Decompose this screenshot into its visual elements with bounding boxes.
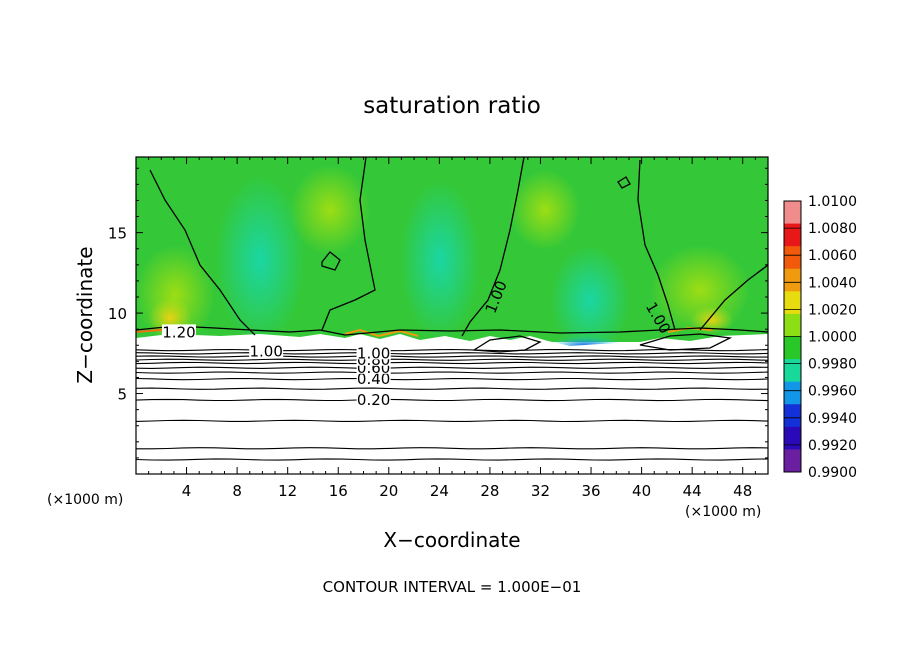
contour-upper-6 [321, 251, 341, 271]
stable-contour-3 [136, 398, 768, 402]
colorbar-swatch-5 [784, 313, 801, 337]
x-tick-label-5: 24 [430, 482, 449, 500]
upper-contours [136, 157, 768, 353]
x-tick-label-2: 12 [278, 482, 297, 500]
contour-upper-4 [637, 159, 676, 331]
colorbar-swatch-6 [784, 336, 801, 360]
colorbar-swatch-1 [784, 223, 801, 247]
contour-label-1: 0.40 [357, 370, 390, 388]
stable-contour-2 [136, 419, 768, 423]
orange-fringe-center [344, 328, 419, 338]
contour-upper-3 [461, 157, 525, 337]
x-tick-label-8: 36 [581, 482, 600, 500]
stable-contour-1 [136, 447, 768, 450]
stable-layer-contours [136, 348, 768, 461]
contour-upper-8 [471, 335, 542, 353]
y-tick-label-0: 5 [117, 386, 127, 404]
colorbar-label-4: 1.0020 [808, 302, 857, 318]
x-tick-label-4: 20 [379, 482, 398, 500]
x-tick-label-11: 48 [733, 482, 752, 500]
x-tick-label-6: 28 [480, 482, 499, 500]
colorbar: 1.0100 1.0080 1.0060 1.0040 1.0020 1.0000 0.99… [783, 194, 857, 481]
stable-contour-4 [136, 387, 768, 390]
colorbar-swatch-4 [784, 291, 801, 315]
colorbar-swatch-7 [784, 359, 801, 383]
contour-upper-1 [149, 169, 256, 336]
colorbar-label-1: 1.0080 [808, 221, 857, 237]
contour-label-bg-6 [161, 324, 196, 339]
colorbar-swatch-8 [784, 381, 801, 405]
plot-area: 0.200.400.600.801.001.001.201.001.00 [136, 157, 768, 474]
stable-contour-7 [136, 366, 768, 369]
colorbar-swatch-0 [784, 201, 801, 225]
contour-upper-10 [136, 325, 768, 336]
colorbar-label-5: 1.0000 [808, 330, 857, 346]
x-tick-label-10: 44 [683, 482, 702, 500]
subsat-column-1 [215, 175, 305, 345]
lime-zone-4 [510, 170, 580, 250]
contour-label-bg-1 [356, 371, 391, 386]
subsat-column-3 [550, 245, 630, 355]
colorbar-label-7: 0.9960 [808, 384, 857, 400]
contour-label-0: 0.20 [357, 391, 390, 409]
x-tick-label-3: 16 [329, 482, 348, 500]
y-tick-label-2: 15 [108, 225, 127, 243]
x-unit-right: (×1000 m) [685, 504, 761, 520]
lime-zone-3 [290, 165, 370, 255]
contour-label-bg-4 [356, 345, 391, 360]
colorbar-swatch-10 [784, 426, 801, 450]
colorbar-label-10: 0.9900 [808, 465, 857, 481]
stable-contour-0 [136, 458, 768, 461]
contour-upper-5 [699, 264, 768, 331]
colorbar-label-6: 0.9980 [808, 357, 857, 373]
contour-label-bg-5 [249, 343, 284, 358]
stable-contour-12 [136, 348, 768, 352]
stable-contour-10 [136, 355, 768, 358]
colorbar-label-0: 1.0100 [808, 194, 857, 210]
x-axis-label: X−coordinate [383, 528, 520, 552]
x-tick-label-0: 4 [182, 482, 192, 500]
colorbar-label-9: 0.9920 [808, 438, 857, 454]
stable-contour-5 [136, 377, 768, 381]
colorbar-swatch-11 [784, 449, 801, 473]
colorbar-label-2: 1.0060 [808, 248, 857, 264]
colorbar-swatch-9 [784, 404, 801, 428]
x-tick-label-1: 8 [232, 482, 242, 500]
y-axis-ticks: 5 10 15 [108, 167, 768, 459]
chart-title: saturation ratio [363, 93, 541, 119]
contour-label-5: 1.00 [249, 343, 282, 361]
contour-upper-2 [321, 157, 376, 331]
x-tick-label-9: 40 [632, 482, 651, 500]
stable-contour-9 [136, 358, 768, 361]
colorbar-label-3: 1.0040 [808, 275, 857, 291]
y-tick-label-1: 10 [108, 305, 127, 323]
stable-contour-6 [136, 371, 768, 374]
subsat-column-2 [400, 180, 480, 340]
contour-label-4: 1.00 [357, 344, 390, 362]
contour-label-6: 1.20 [162, 323, 195, 341]
contour-interval-annotation: CONTOUR INTERVAL = 1.000E−01 [323, 578, 582, 596]
colorbar-swatch-2 [784, 246, 801, 270]
y-axis-label: Z−coordinate [73, 246, 97, 383]
stable-contour-8 [136, 361, 768, 365]
cloud-base-edge [136, 334, 768, 474]
stable-contour-11 [136, 352, 768, 355]
x-tick-label-7: 32 [531, 482, 550, 500]
x-axis-ticks: 4 8 12 16 20 24 28 32 36 40 44 48 [148, 157, 756, 500]
contour-upper-7 [617, 176, 631, 189]
x-unit-left: (×1000 m) [47, 492, 123, 508]
colorbar-swatch-3 [784, 268, 801, 292]
contour-label-bg-0 [356, 391, 391, 406]
yellow-zone-2 [690, 306, 734, 334]
colorbar-label-8: 0.9940 [808, 411, 857, 427]
